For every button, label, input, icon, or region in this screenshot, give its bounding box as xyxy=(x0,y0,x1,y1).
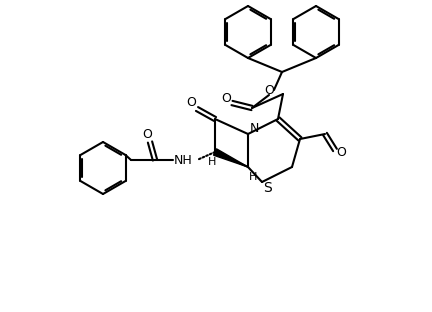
Text: H: H xyxy=(208,157,216,167)
Text: O: O xyxy=(186,96,196,110)
Text: O: O xyxy=(336,147,346,159)
Text: NH: NH xyxy=(174,154,192,167)
Text: H: H xyxy=(249,172,257,182)
Text: S: S xyxy=(264,181,272,195)
Text: N: N xyxy=(249,121,259,134)
Text: O: O xyxy=(221,92,231,105)
Polygon shape xyxy=(213,149,248,167)
Text: O: O xyxy=(264,84,274,96)
Text: O: O xyxy=(142,129,152,142)
